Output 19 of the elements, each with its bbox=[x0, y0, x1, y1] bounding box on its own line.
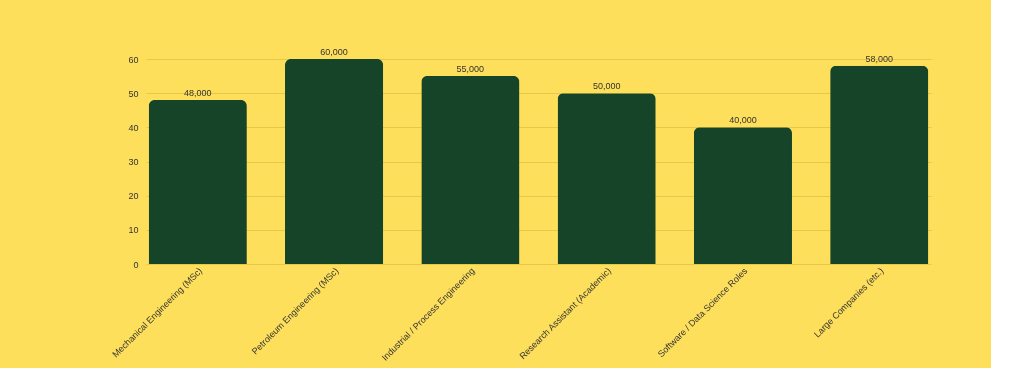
y-tick-label: 40 bbox=[128, 122, 139, 133]
annotation: 40,000 bbox=[729, 115, 757, 126]
bar bbox=[421, 76, 520, 264]
y-tick-label: 0 bbox=[133, 259, 139, 270]
bar bbox=[693, 127, 792, 264]
bar bbox=[557, 93, 656, 264]
y-tick-label: 50 bbox=[128, 88, 139, 99]
annotation: 50,000 bbox=[592, 81, 621, 92]
annotation: 60,000 bbox=[320, 47, 348, 57]
annotation: 58,000 bbox=[865, 53, 893, 64]
y-tick-label: 30 bbox=[128, 157, 139, 167]
bar bbox=[148, 100, 247, 264]
annotation: 55,000 bbox=[456, 64, 485, 75]
annotation: 48,000 bbox=[184, 88, 212, 98]
bar bbox=[285, 59, 384, 264]
y-tick-label: 60 bbox=[128, 54, 139, 65]
y-tick-label: 10 bbox=[128, 225, 139, 236]
y-tick-label: 20 bbox=[128, 191, 139, 202]
bar bbox=[830, 65, 929, 264]
